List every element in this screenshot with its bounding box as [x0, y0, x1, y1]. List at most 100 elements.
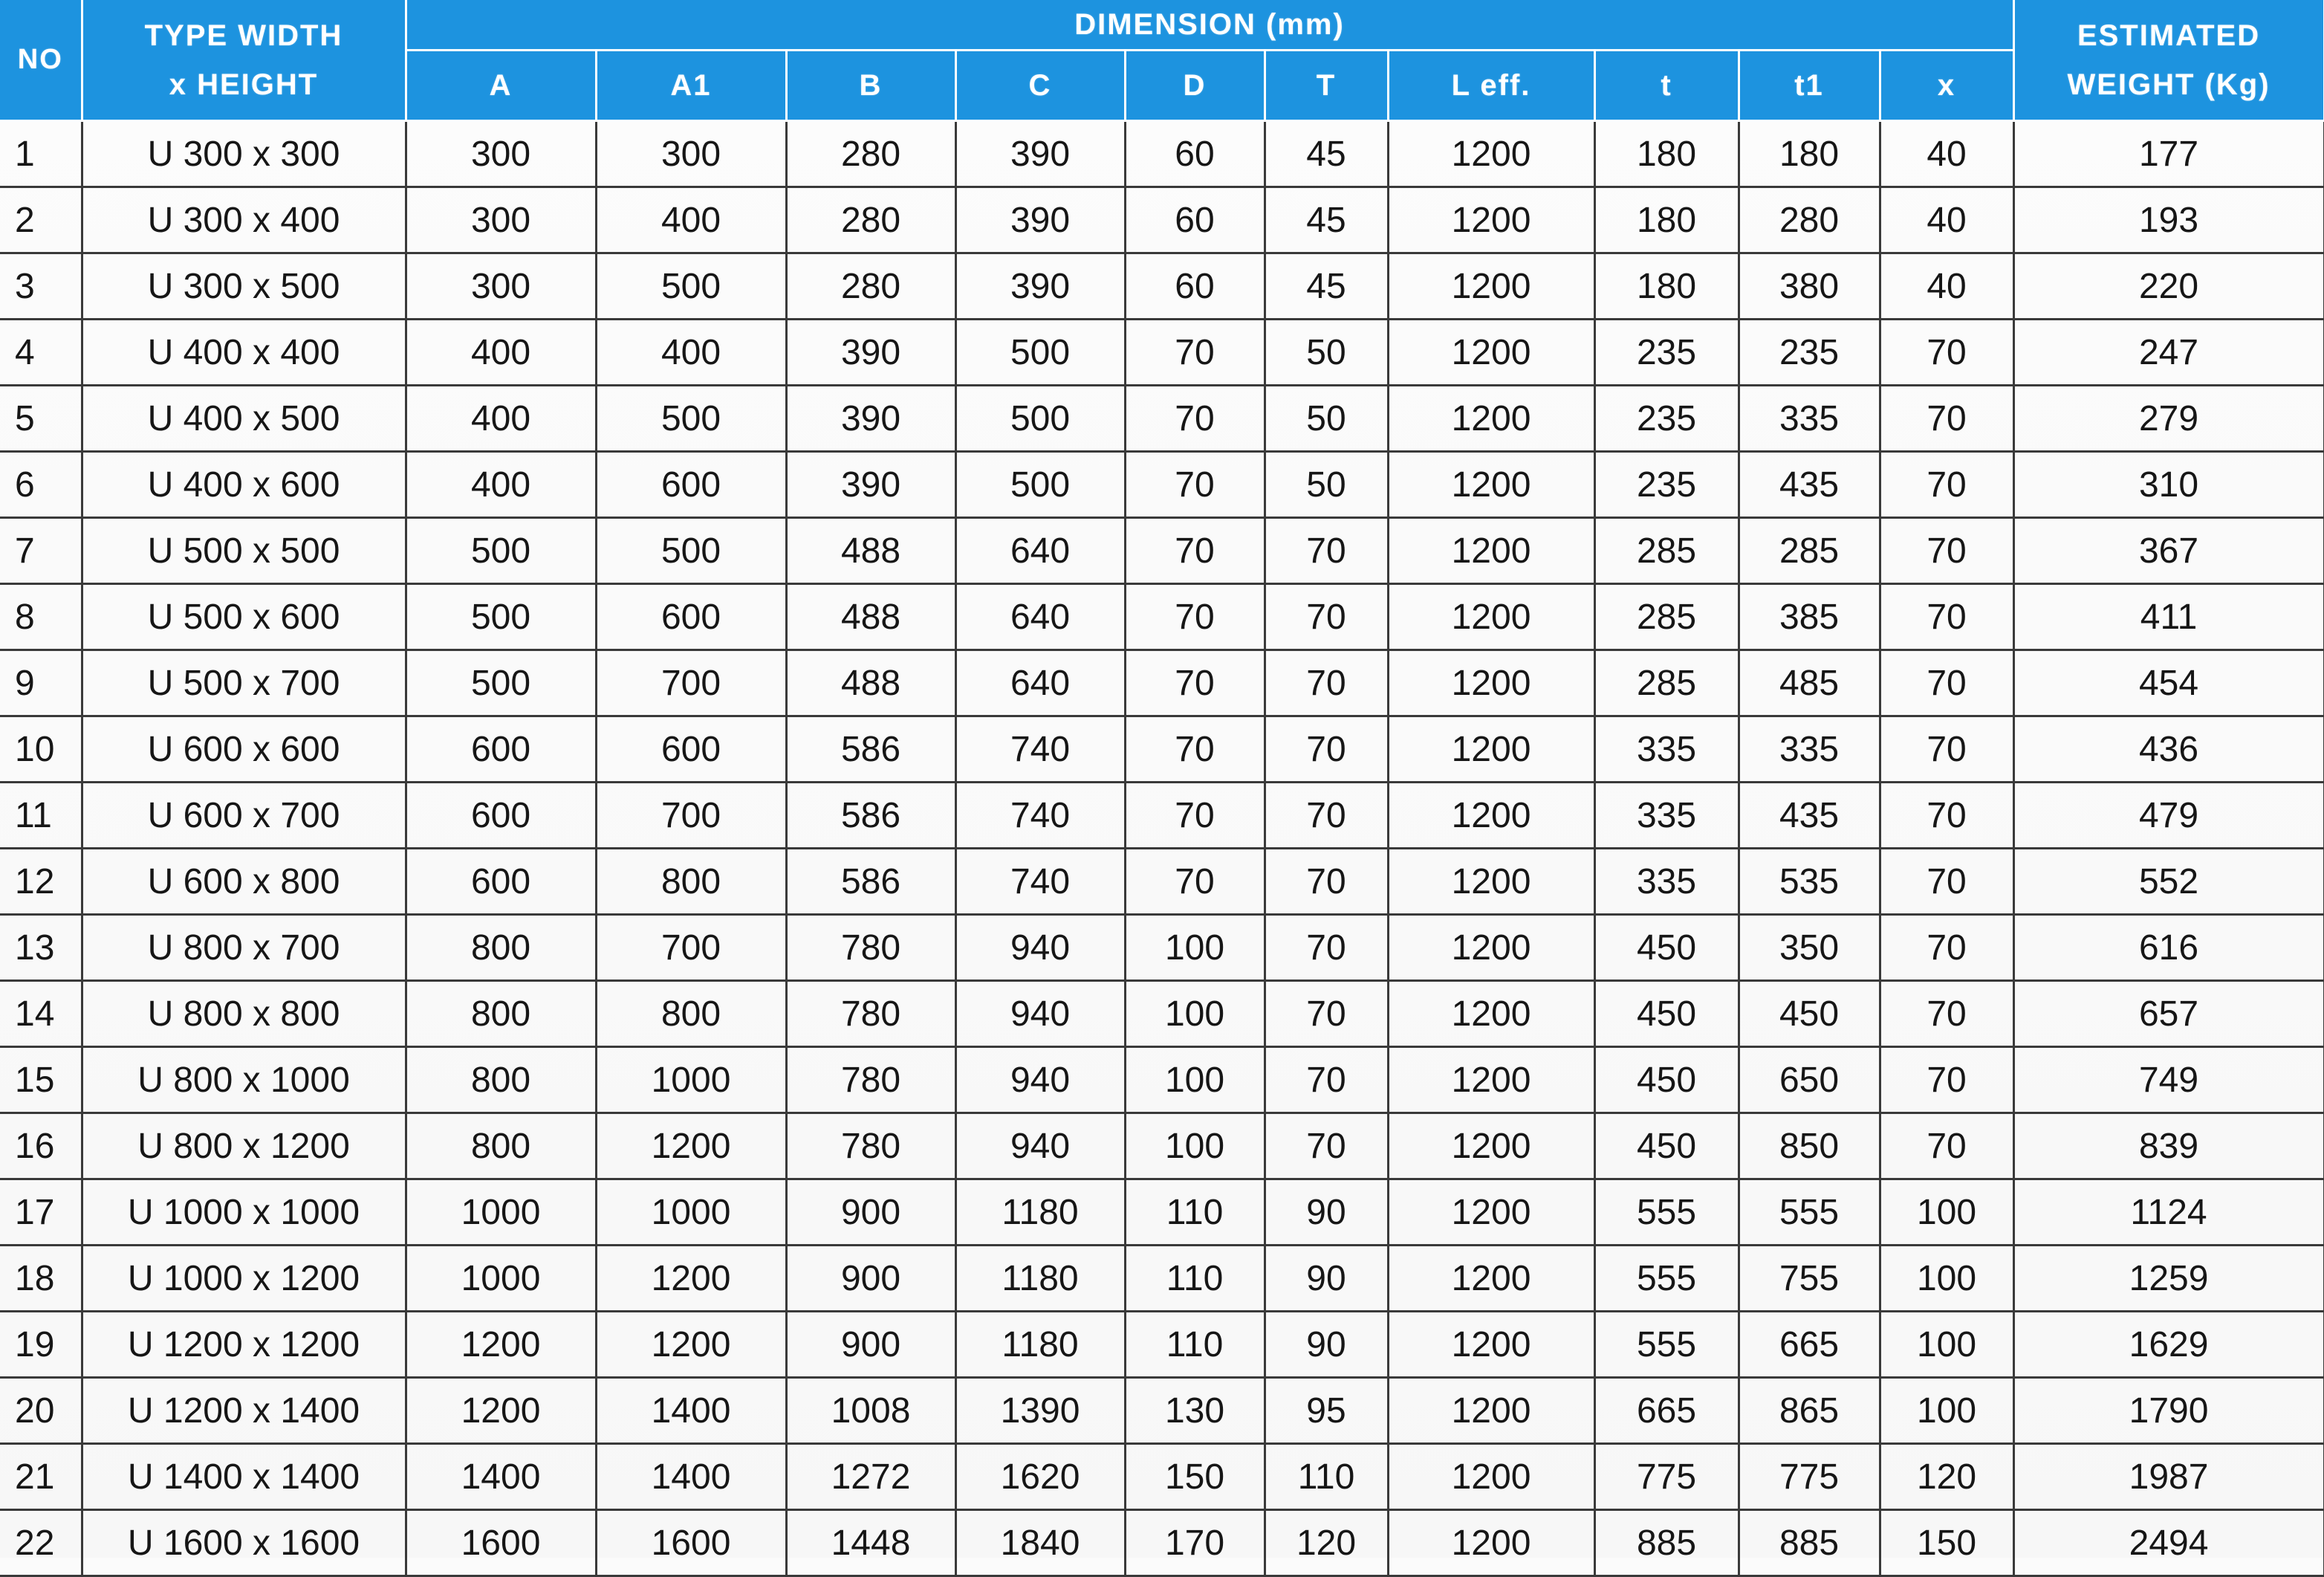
cell-c: 1840 — [955, 1509, 1126, 1577]
cell-t: 70 — [1265, 517, 1389, 585]
cell-t1: 485 — [1739, 650, 1881, 717]
cell-t: 180 — [1594, 187, 1740, 254]
cell-leff: 1200 — [1388, 583, 1596, 651]
cell-no: 20 — [0, 1377, 83, 1445]
cell-b: 780 — [786, 980, 957, 1048]
cell-weight: 1790 — [2013, 1377, 2324, 1445]
cell-b: 780 — [786, 1046, 957, 1114]
cell-a1: 700 — [596, 782, 788, 849]
cell-d: 60 — [1125, 187, 1266, 254]
cell-c: 390 — [955, 187, 1126, 254]
table-row: 22 U 1600 x 1600 1600 1600 1448 1840 170 120 120… — [0, 1509, 2324, 1577]
cell-leff: 1200 — [1388, 1046, 1596, 1114]
cell-x: 70 — [1880, 1046, 2015, 1114]
cell-leff: 1200 — [1388, 1311, 1596, 1379]
cell-a: 800 — [406, 1046, 597, 1114]
cell-a1: 700 — [596, 650, 788, 717]
cell-d: 70 — [1125, 650, 1266, 717]
table-row: 17 U 1000 x 1000 1000 1000 900 1180 110 90 1200 5… — [0, 1179, 2324, 1246]
cell-d: 70 — [1125, 517, 1266, 585]
cell-t: 555 — [1594, 1311, 1740, 1379]
cell-t1: 435 — [1739, 782, 1881, 849]
cell-a: 500 — [406, 650, 597, 717]
cell-weight: 2494 — [2013, 1509, 2324, 1577]
cell-c: 740 — [955, 848, 1126, 916]
cell-no: 10 — [0, 716, 83, 783]
cell-a1: 500 — [596, 517, 788, 585]
cell-t: 70 — [1265, 848, 1389, 916]
cell-weight: 220 — [2013, 253, 2324, 320]
cell-t1: 850 — [1739, 1113, 1881, 1180]
header-sub-8: t1 — [1739, 50, 1881, 122]
cell-weight: 749 — [2013, 1046, 2324, 1114]
cell-t1: 235 — [1739, 319, 1881, 386]
header-type-line1: TYPE WIDTH — [144, 19, 343, 52]
cell-b: 780 — [786, 914, 957, 982]
cell-c: 390 — [955, 120, 1126, 188]
cell-t: 90 — [1265, 1245, 1389, 1312]
cell-a1: 600 — [596, 716, 788, 783]
cell-a1: 400 — [596, 319, 788, 386]
cell-leff: 1200 — [1388, 451, 1596, 519]
cell-leff: 1200 — [1388, 385, 1596, 453]
cell-b: 586 — [786, 716, 957, 783]
cell-t: 285 — [1594, 583, 1740, 651]
cell-b: 390 — [786, 319, 957, 386]
cell-weight: 1124 — [2013, 1179, 2324, 1246]
cell-a1: 600 — [596, 451, 788, 519]
cell-c: 640 — [955, 517, 1126, 585]
cell-t: 555 — [1594, 1245, 1740, 1312]
cell-type: U 1200 x 1400 — [82, 1377, 407, 1445]
cell-d: 110 — [1125, 1245, 1266, 1312]
cell-t: 285 — [1594, 517, 1740, 585]
cell-t1: 555 — [1739, 1179, 1881, 1246]
cell-leff: 1200 — [1388, 650, 1596, 717]
cell-t1: 450 — [1739, 980, 1881, 1048]
header-weight-line1: ESTIMATED — [2077, 19, 2261, 52]
table-row: 13 U 800 x 700 800 700 780 940 100 70 1200 450 350… — [0, 914, 2324, 982]
cell-d: 100 — [1125, 1046, 1266, 1114]
header-sub-6: L eff. — [1388, 50, 1596, 122]
cell-a: 600 — [406, 716, 597, 783]
cell-c: 1620 — [955, 1443, 1126, 1511]
cell-d: 110 — [1125, 1311, 1266, 1379]
cell-a1: 1600 — [596, 1509, 788, 1577]
cell-type: U 800 x 800 — [82, 980, 407, 1048]
cell-d: 130 — [1125, 1377, 1266, 1445]
cell-t: 335 — [1594, 848, 1740, 916]
cell-c: 1180 — [955, 1179, 1126, 1246]
cell-t: 235 — [1594, 451, 1740, 519]
cell-t1: 650 — [1739, 1046, 1881, 1114]
cell-weight: 436 — [2013, 716, 2324, 783]
cell-type: U 600 x 600 — [82, 716, 407, 783]
cell-t1: 285 — [1739, 517, 1881, 585]
cell-leff: 1200 — [1388, 187, 1596, 254]
header-type-line2: x HEIGHT — [169, 68, 319, 101]
cell-c: 940 — [955, 914, 1126, 982]
cell-t: 70 — [1265, 1046, 1389, 1114]
cell-c: 940 — [955, 1046, 1126, 1114]
table-row: 19 U 1200 x 1200 1200 1200 900 1180 110 90 1200 5… — [0, 1311, 2324, 1379]
cell-t1: 380 — [1739, 253, 1881, 320]
cell-weight: 552 — [2013, 848, 2324, 916]
header-row-top: NO TYPE WIDTH x HEIGHT DIMENSION (mm) ES… — [0, 0, 2324, 122]
cell-t1: 385 — [1739, 583, 1881, 651]
cell-d: 70 — [1125, 451, 1266, 519]
cell-type: U 1200 x 1200 — [82, 1311, 407, 1379]
cell-leff: 1200 — [1388, 914, 1596, 982]
cell-a1: 1000 — [596, 1046, 788, 1114]
cell-d: 70 — [1125, 716, 1266, 783]
cell-c: 1180 — [955, 1311, 1126, 1379]
cell-b: 900 — [786, 1179, 957, 1246]
cell-a: 800 — [406, 980, 597, 1048]
cell-leff: 1200 — [1388, 1245, 1596, 1312]
cell-a1: 400 — [596, 187, 788, 254]
cell-a1: 700 — [596, 914, 788, 982]
cell-t: 555 — [1594, 1179, 1740, 1246]
cell-a: 600 — [406, 848, 597, 916]
cell-weight: 367 — [2013, 517, 2324, 585]
